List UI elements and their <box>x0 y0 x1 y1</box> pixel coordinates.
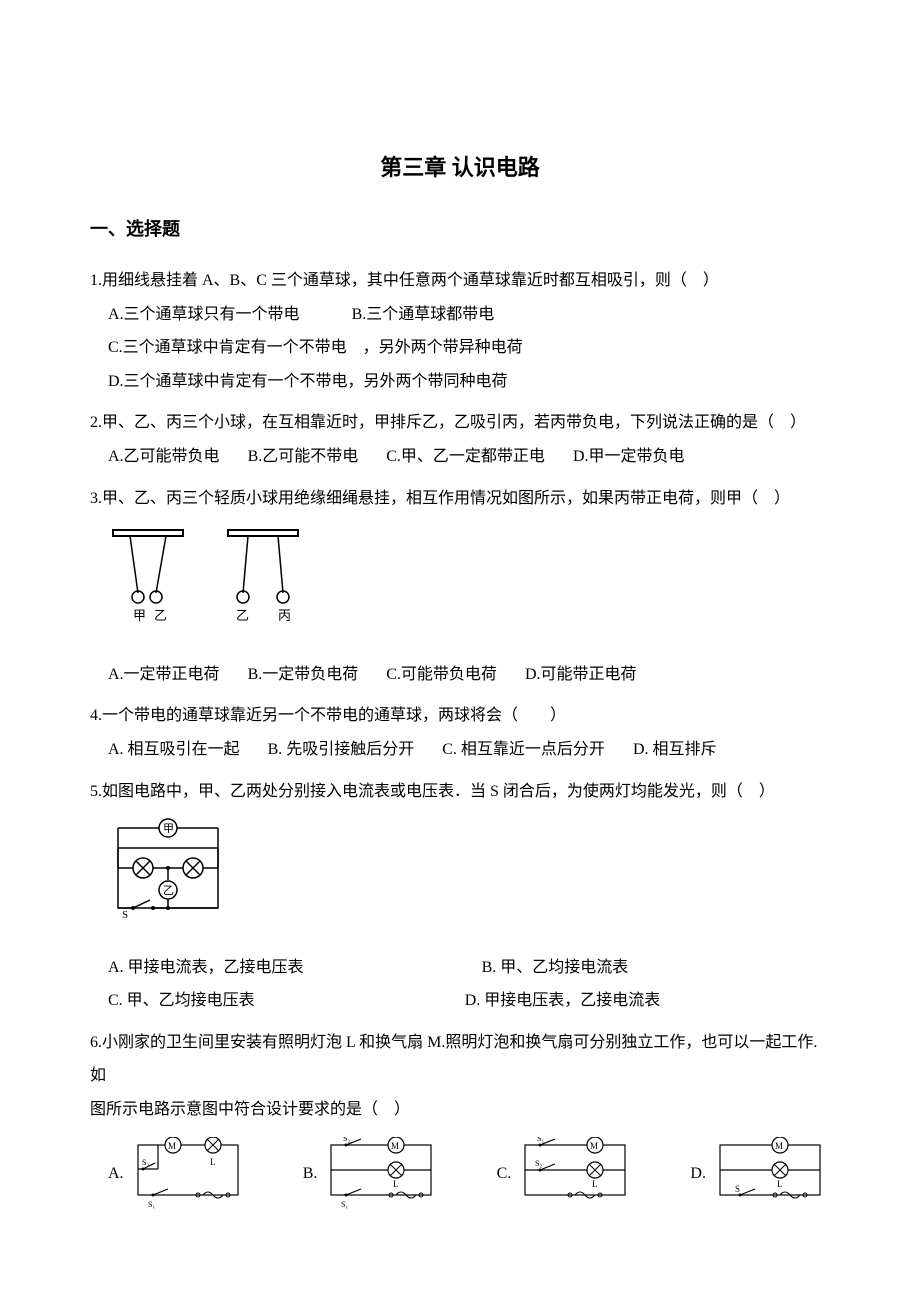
svg-text:M: M <box>775 1141 783 1151</box>
q4-optB: B. 先吸引接触后分开 <box>268 733 415 767</box>
svg-text:M: M <box>590 1141 598 1151</box>
q1-optA: A.三个通草球只有一个带电 <box>108 306 300 323</box>
question-1: 1.用细线悬挂着 A、B、C 三个通草球，其中任意两个通草球靠近时都互相吸引，则… <box>90 264 830 398</box>
q3-optA: A.一定带正电荷 <box>108 658 220 692</box>
q1-text: 1.用细线悬挂着 A、B、C 三个通草球，其中任意两个通草球靠近时都互相吸引，则… <box>90 264 830 298</box>
svg-text:S₂: S₂ <box>535 1159 542 1168</box>
q5-optD: D. 甲接电压表，乙接电流表 <box>465 992 661 1009</box>
question-6: 6.小刚家的卫生间里安装有照明灯泡 L 和换气扇 M.照明灯泡和换气扇可分别独立… <box>90 1026 830 1212</box>
svg-text:M: M <box>168 1141 176 1151</box>
q5-label-jia: 甲 <box>163 823 174 835</box>
q2-text: 2.甲、乙、丙三个小球，在互相靠近时，甲排斥乙，乙吸引丙，若丙带负电，下列说法正… <box>90 406 830 440</box>
svg-text:S₁: S₁ <box>148 1200 155 1209</box>
q1-optB: B.三个通草球都带电 <box>352 306 495 323</box>
q5-label-yi: 乙 <box>163 884 174 897</box>
q5-optB: B. 甲、乙均接电流表 <box>482 959 629 976</box>
q3-label-yi2: 乙 <box>236 608 249 623</box>
q2-optC: C.甲、乙一定都带正电 <box>386 440 545 474</box>
q3-label-bing: 丙 <box>278 608 291 623</box>
q5-label-s: S <box>122 909 128 921</box>
q3-optC: C.可能带负电荷 <box>386 658 497 692</box>
q2-optA: A.乙可能带负电 <box>108 440 220 474</box>
q1-optC: C.三个通草球中肯定有一个不带电 ，另外两个带异种电荷 <box>108 339 523 356</box>
svg-text:S₂: S₂ <box>343 1137 350 1143</box>
q5-optC: C. 甲、乙均接电压表 <box>108 992 255 1009</box>
q5-diagram: 甲 乙 S <box>108 818 830 941</box>
svg-text:L: L <box>210 1157 216 1167</box>
question-4: 4.一个带电的通草球靠近另一个不带电的通草球，两球将会（ ） A. 相互吸引在一… <box>90 699 830 766</box>
svg-text:L: L <box>393 1179 399 1189</box>
q3-text: 3.甲、乙、丙三个轻质小球用绝缘细绳悬挂，相互作用情况如图所示，如果丙带正电荷，… <box>90 482 830 516</box>
chapter-title: 第三章 认识电路 <box>90 150 830 185</box>
q3-optB: B.一定带负电荷 <box>248 658 359 692</box>
q6-optC: C. <box>497 1157 512 1191</box>
question-2: 2.甲、乙、丙三个小球，在互相靠近时，甲排斥乙，乙吸引丙，若丙带负电，下列说法正… <box>90 406 830 473</box>
svg-text:S: S <box>735 1184 740 1194</box>
q4-optC: C. 相互靠近一点后分开 <box>442 733 605 767</box>
q3-optD: D.可能带正电荷 <box>525 658 637 692</box>
q3-label-yi: 乙 <box>154 608 167 623</box>
svg-text:L: L <box>777 1179 783 1189</box>
q4-text: 4.一个带电的通草球靠近另一个不带电的通草球，两球将会（ ） <box>90 699 830 733</box>
q6-item-C: C. S₁ M S₂ L <box>497 1137 636 1212</box>
q6-optB: B. <box>303 1157 318 1191</box>
q6-item-B: B. S₂ M L S₁ <box>303 1137 442 1212</box>
q6-item-D: D. M L S <box>690 1137 830 1212</box>
question-5: 5.如图电路中，甲、乙两处分别接入电流表或电压表．当 S 闭合后，为使两灯均能发… <box>90 775 830 1018</box>
question-3: 3.甲、乙、丙三个轻质小球用绝缘细绳悬挂，相互作用情况如图所示，如果丙带正电荷，… <box>90 482 830 692</box>
q2-optB: B.乙可能不带电 <box>248 440 359 474</box>
q6-text2: 图所示电路示意图中符合设计要求的是（ ） <box>90 1093 830 1127</box>
q1-optD: D.三个通草球中肯定有一个不带电，另外两个带同种电荷 <box>108 373 508 390</box>
section-header: 一、选择题 <box>90 215 830 244</box>
q6-optA: A. <box>108 1157 124 1191</box>
q6-item-A: A. M L S₂ S₁ <box>108 1137 248 1212</box>
q2-optD: D.甲一定带负电 <box>573 440 685 474</box>
q3-label-jia: 甲 <box>133 608 146 623</box>
q5-text: 5.如图电路中，甲、乙两处分别接入电流表或电压表．当 S 闭合后，为使两灯均能发… <box>90 775 830 809</box>
q6-text1: 6.小刚家的卫生间里安装有照明灯泡 L 和换气扇 M.照明灯泡和换气扇可分别独立… <box>90 1026 830 1093</box>
svg-text:M: M <box>391 1141 399 1151</box>
svg-text:L: L <box>592 1179 598 1189</box>
q6-options-row: A. M L S₂ S₁ <box>90 1137 830 1212</box>
svg-text:S₁: S₁ <box>341 1200 348 1209</box>
q4-optD: D. 相互排斥 <box>633 733 717 767</box>
q6-optD: D. <box>690 1157 706 1191</box>
svg-text:S₁: S₁ <box>537 1137 544 1143</box>
q4-optA: A. 相互吸引在一起 <box>108 733 240 767</box>
svg-text:S₂: S₂ <box>142 1158 149 1167</box>
q3-diagram: 甲 乙 乙 丙 <box>108 525 830 648</box>
q5-optA: A. 甲接电流表，乙接电压表 <box>108 959 304 976</box>
